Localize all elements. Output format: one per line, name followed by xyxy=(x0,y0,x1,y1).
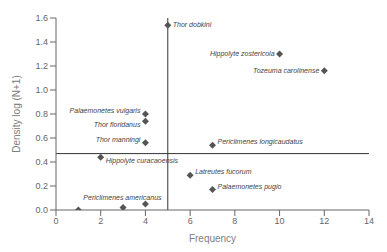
svg-text:1.2: 1.2 xyxy=(35,61,48,71)
svg-text:Thor manningi: Thor manningi xyxy=(96,136,141,144)
svg-text:6: 6 xyxy=(188,216,193,226)
svg-text:Hippolyte curacaoensis: Hippolyte curacaoensis xyxy=(106,157,179,165)
svg-text:4: 4 xyxy=(143,216,148,226)
svg-text:0.4: 0.4 xyxy=(35,157,48,167)
svg-text:Tozeuma carolinense: Tozeuma carolinense xyxy=(253,67,319,74)
svg-text:Periclimenes americanus: Periclimenes americanus xyxy=(83,194,162,201)
svg-text:Palaemonetes vulgaris: Palaemonetes vulgaris xyxy=(70,107,141,115)
svg-text:0.2: 0.2 xyxy=(35,181,48,191)
svg-text:Thor floridanus: Thor floridanus xyxy=(94,121,141,128)
svg-text:Density log (N+1): Density log (N+1) xyxy=(11,75,22,153)
svg-text:14: 14 xyxy=(364,216,374,226)
svg-text:Hippolyte zostericola: Hippolyte zostericola xyxy=(210,50,275,58)
svg-text:Palaemonetes pugio: Palaemonetes pugio xyxy=(218,183,282,191)
svg-text:Thor dobkini: Thor dobkini xyxy=(173,21,212,28)
svg-text:1.6: 1.6 xyxy=(35,13,48,23)
svg-text:2: 2 xyxy=(98,216,103,226)
svg-text:0.8: 0.8 xyxy=(35,109,48,119)
svg-text:12: 12 xyxy=(319,216,329,226)
svg-text:Latreutes fucorum: Latreutes fucorum xyxy=(195,168,252,175)
svg-text:1.0: 1.0 xyxy=(35,85,48,95)
svg-text:8: 8 xyxy=(232,216,237,226)
svg-text:10: 10 xyxy=(275,216,285,226)
svg-text:0.0: 0.0 xyxy=(35,205,48,215)
svg-text:0: 0 xyxy=(53,216,58,226)
svg-text:Periclimenes longicaudatus: Periclimenes longicaudatus xyxy=(218,138,304,146)
svg-text:0.6: 0.6 xyxy=(35,133,48,143)
svg-text:1.4: 1.4 xyxy=(35,37,48,47)
svg-text:Frequency: Frequency xyxy=(189,233,236,244)
